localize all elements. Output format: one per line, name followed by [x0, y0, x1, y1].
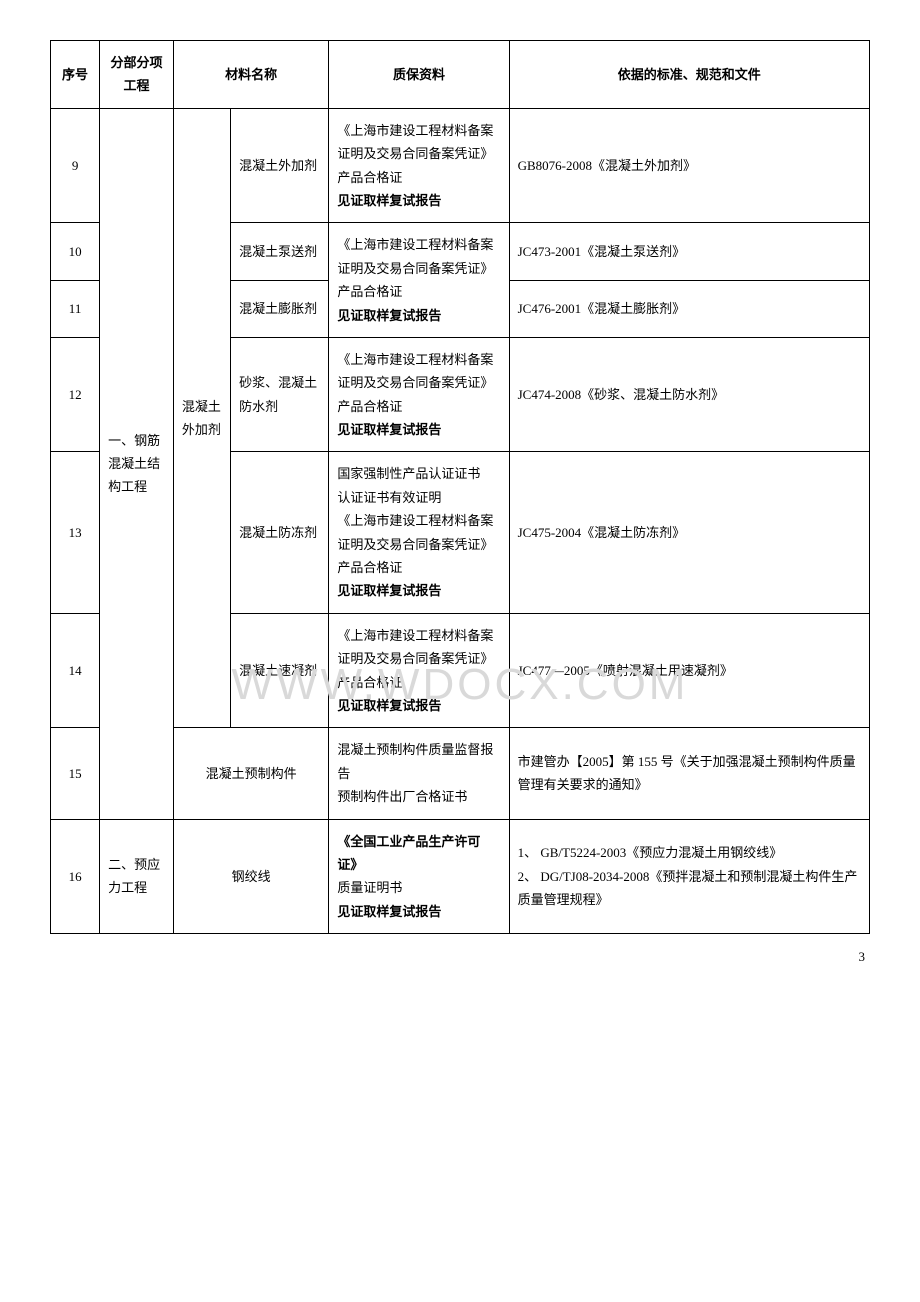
cell-section: 一、钢筋混凝土结构工程 — [100, 108, 174, 819]
header-qa: 质保资料 — [329, 41, 509, 109]
cell-material-name: 混凝土膨胀剂 — [231, 280, 329, 337]
qa-line-bold: 见证取样复试报告 — [337, 422, 441, 437]
header-section: 分部分项 工程 — [100, 41, 174, 109]
table-row: 16 二、预应力工程 钢绞线 《全国工业产品生产许可证》 质量证明书 见证取样复… — [51, 819, 870, 934]
cell-material-name: 混凝土速凝剂 — [231, 613, 329, 728]
std-line: 2、 DG/TJ08-2034-2008《预拌混凝土和预制混凝土构件生产质量管理… — [518, 869, 858, 907]
cell-qa: 混凝土预制构件质量监督报告 预制构件出厂合格证书 — [329, 728, 509, 819]
qa-line: 产品合格证 — [337, 560, 402, 575]
qa-line: 《上海市建设工程材料备案证明及交易合同备案凭证》 — [337, 237, 493, 275]
qa-line-bold: 见证取样复试报告 — [337, 904, 441, 919]
cell-seq: 11 — [51, 280, 100, 337]
cell-standard: GB8076-2008《混凝土外加剂》 — [509, 108, 869, 223]
cell-material-name: 砂浆、混凝土防水剂 — [231, 337, 329, 452]
cell-section: 二、预应力工程 — [100, 819, 174, 934]
cell-standard: 市建管办【2005】第 155 号《关于加强混凝土预制构件质量管理有关要求的通知… — [509, 728, 869, 819]
cell-qa: 《全国工业产品生产许可证》 质量证明书 见证取样复试报告 — [329, 819, 509, 934]
std-line: 1、 GB/T5224-2003《预应力混凝土用钢绞线》 — [518, 845, 783, 860]
cell-standard: JC473-2001《混凝土泵送剂》 — [509, 223, 869, 280]
table-header-row: 序号 分部分项 工程 材料名称 质保资料 依据的标准、规范和文件 — [51, 41, 870, 109]
cell-seq: 14 — [51, 613, 100, 728]
cell-seq: 12 — [51, 337, 100, 452]
cell-qa: 《上海市建设工程材料备案证明及交易合同备案凭证》 产品合格证 见证取样复试报告 — [329, 613, 509, 728]
qa-line: 《上海市建设工程材料备案证明及交易合同备案凭证》 — [337, 352, 493, 390]
qa-line-bold: 《全国工业产品生产许可证》 — [337, 834, 480, 872]
qa-line: 预制构件出厂合格证书 — [337, 789, 467, 804]
qa-line: 国家强制性产品认证证书 — [337, 466, 480, 481]
cell-qa: 《上海市建设工程材料备案证明及交易合同备案凭证》 产品合格证 见证取样复试报告 — [329, 337, 509, 452]
cell-material-name: 混凝土泵送剂 — [231, 223, 329, 280]
header-standard: 依据的标准、规范和文件 — [509, 41, 869, 109]
cell-standard: JC475-2004《混凝土防冻剂》 — [509, 452, 869, 613]
cell-seq: 10 — [51, 223, 100, 280]
qa-line-bold: 见证取样复试报告 — [337, 193, 441, 208]
cell-qa: 国家强制性产品认证证书 认证证书有效证明 《上海市建设工程材料备案证明及交易合同… — [329, 452, 509, 613]
cell-seq: 9 — [51, 108, 100, 223]
table-row: 15 混凝土预制构件 混凝土预制构件质量监督报告 预制构件出厂合格证书 市建管办… — [51, 728, 870, 819]
qa-line: 质量证明书 — [337, 880, 402, 895]
cell-standard: 1、 GB/T5224-2003《预应力混凝土用钢绞线》 2、 DG/TJ08-… — [509, 819, 869, 934]
qa-line: 认证证书有效证明 — [337, 490, 441, 505]
cell-seq: 13 — [51, 452, 100, 613]
qa-line: 《上海市建设工程材料备案证明及交易合同备案凭证》 — [337, 123, 493, 161]
qa-line: 产品合格证 — [337, 284, 402, 299]
cell-material-name: 混凝土防冻剂 — [231, 452, 329, 613]
qa-line: 《上海市建设工程材料备案证明及交易合同备案凭证》 — [337, 513, 493, 551]
header-seq: 序号 — [51, 41, 100, 109]
table-row: 9 一、钢筋混凝土结构工程 混凝土外加剂 混凝土外加剂 《上海市建设工程材料备案… — [51, 108, 870, 223]
cell-qa: 《上海市建设工程材料备案证明及交易合同备案凭证》 产品合格证 见证取样复试报告 — [329, 108, 509, 223]
cell-standard: JC476-2001《混凝土膨胀剂》 — [509, 280, 869, 337]
cell-material-group: 混凝土外加剂 — [173, 108, 230, 728]
qa-line: 混凝土预制构件质量监督报告 — [337, 742, 493, 780]
qa-line-bold: 见证取样复试报告 — [337, 583, 441, 598]
cell-standard: JC477—2005《喷射混凝土用速凝剂》 — [509, 613, 869, 728]
qa-line: 《上海市建设工程材料备案证明及交易合同备案凭证》 — [337, 628, 493, 666]
materials-table: 序号 分部分项 工程 材料名称 质保资料 依据的标准、规范和文件 9 一、钢筋混… — [50, 40, 870, 934]
cell-material-name: 混凝土预制构件 — [173, 728, 329, 819]
cell-material-name: 混凝土外加剂 — [231, 108, 329, 223]
cell-seq: 16 — [51, 819, 100, 934]
qa-line-bold: 见证取样复试报告 — [337, 698, 441, 713]
qa-line-bold: 见证取样复试报告 — [337, 308, 441, 323]
header-material: 材料名称 — [173, 41, 329, 109]
qa-line: 产品合格证 — [337, 399, 402, 414]
qa-line: 产品合格证 — [337, 675, 402, 690]
cell-qa: 《上海市建设工程材料备案证明及交易合同备案凭证》 产品合格证 见证取样复试报告 — [329, 223, 509, 338]
page-number: 3 — [50, 949, 870, 965]
qa-line: 产品合格证 — [337, 170, 402, 185]
cell-standard: JC474-2008《砂浆、混凝土防水剂》 — [509, 337, 869, 452]
cell-seq: 15 — [51, 728, 100, 819]
cell-material-name: 钢绞线 — [173, 819, 329, 934]
